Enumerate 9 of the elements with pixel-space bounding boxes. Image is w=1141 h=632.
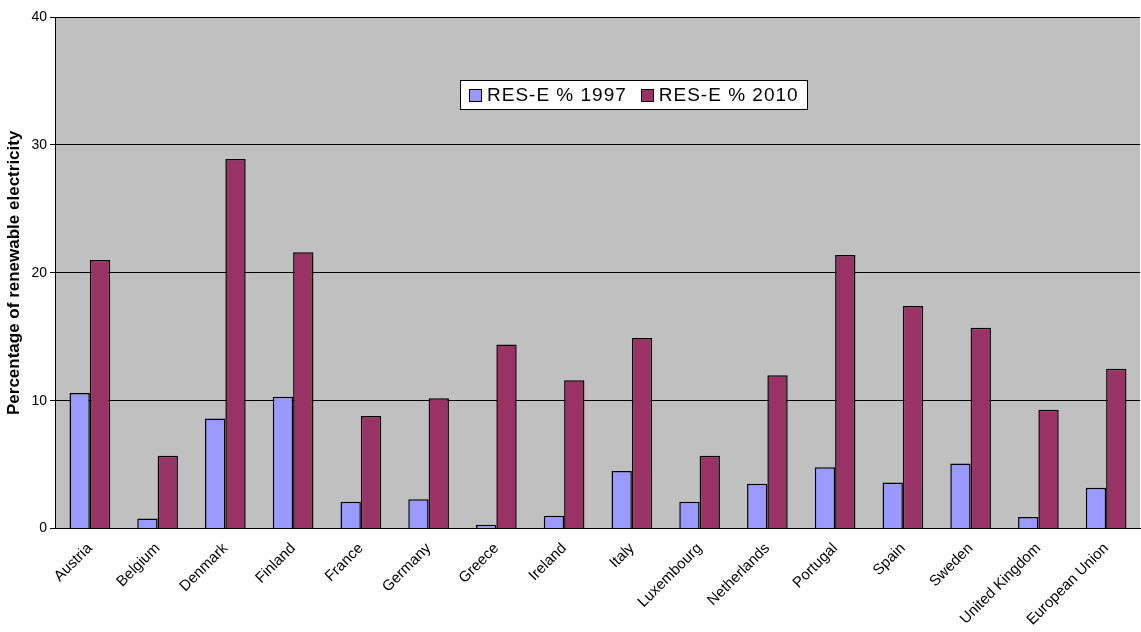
x-tick-label: Italy <box>605 538 638 571</box>
y-tick-label: 10 <box>31 391 48 408</box>
y-tick-label: 30 <box>31 135 48 152</box>
y-axis-title: Percentage of renewable electricity <box>3 130 23 416</box>
legend-label: RES-E % 2010 <box>658 84 799 106</box>
y-tick-label: 40 <box>31 7 48 24</box>
y-tick-label: 0 <box>39 519 48 536</box>
legend-label: RES-E % 1997 <box>487 84 627 106</box>
y-tick-label: 20 <box>31 263 48 280</box>
